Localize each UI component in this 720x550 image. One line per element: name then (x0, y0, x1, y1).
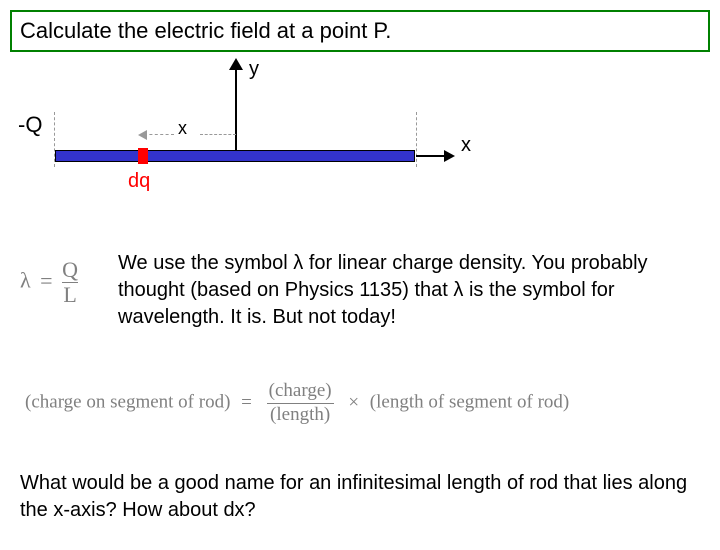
x-distance-arrowhead (138, 130, 147, 140)
word-eq-rhs: (length of segment of rod) (370, 392, 569, 413)
word-eq-lhs: (charge on segment of rod) (25, 392, 230, 413)
lambda-equation: λ = Q L (20, 258, 78, 307)
diagram: y -Q x dq x (10, 52, 710, 212)
word-eq-equals: = (241, 392, 252, 413)
word-eq-frac-den: (length) (267, 403, 334, 427)
title-text: Calculate the electric field at a point … (20, 18, 391, 43)
dq-label: dq (128, 170, 150, 193)
x-axis-label: x (461, 134, 471, 157)
word-eq-times: × (348, 392, 359, 413)
dq-segment (138, 148, 148, 164)
y-axis-label: y (249, 58, 259, 81)
charged-rod (55, 150, 415, 162)
title-box: Calculate the electric field at a point … (10, 10, 710, 52)
fraction-denominator: L (62, 282, 78, 307)
x-distance-dash-left (144, 134, 174, 135)
word-equation: (charge on segment of rod) = (charge) (l… (25, 380, 569, 427)
word-eq-fraction: (charge) (length) (267, 380, 334, 427)
lambda-symbol: λ (20, 268, 31, 293)
paragraph-2: What would be a good name for an infinit… (20, 470, 690, 524)
word-eq-frac-num: (charge) (267, 380, 334, 403)
y-axis (235, 62, 237, 157)
fraction-numerator: Q (62, 258, 78, 282)
x-axis-arrowhead (444, 150, 455, 162)
lambda-fraction: Q L (62, 258, 78, 307)
equals-sign: = (40, 268, 52, 293)
x-distance-label: x (178, 118, 187, 139)
y-axis-arrowhead (229, 58, 243, 70)
x-distance-dash-right (200, 134, 236, 135)
paragraph-1: We use the symbol λ for linear charge de… (118, 250, 678, 331)
charge-label: -Q (18, 112, 42, 138)
x-axis-arrow (416, 150, 451, 162)
